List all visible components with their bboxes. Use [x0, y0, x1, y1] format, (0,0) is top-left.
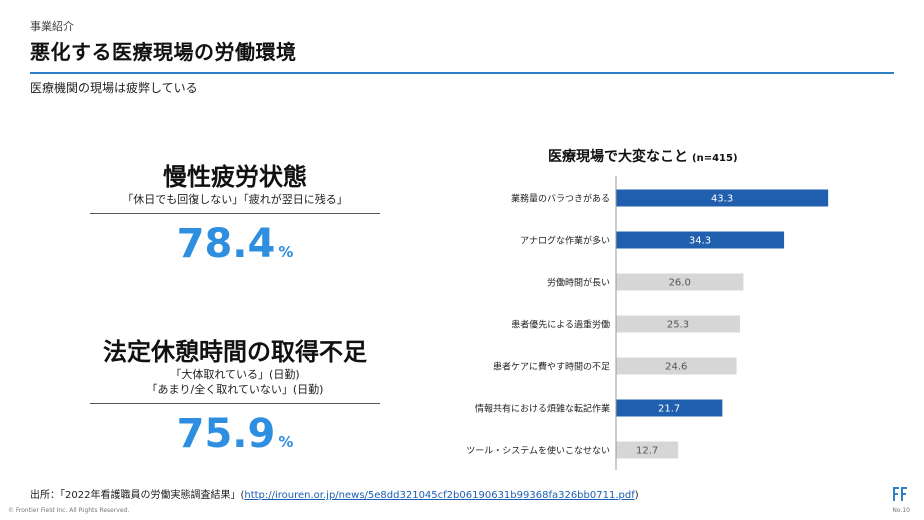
stat-break-shortage: 法定休憩時間の取得不足 「大体取れている」(日勤) 「あまり/全く取れていない」… [90, 337, 380, 456]
stat-unit: % [278, 433, 294, 451]
source-link[interactable]: http://irouren.or.jp/news/5e8dd321045cf2… [244, 490, 635, 501]
bar-value-label: 24.6 [665, 362, 687, 373]
stat-title: 慢性疲労状態 [163, 163, 307, 191]
page-subtitle: 医療機関の現場は疲弊している [30, 81, 198, 95]
stat-note: 「休日でも回復しない」「疲れが翌日に残る」 [122, 193, 348, 206]
category-label: ツール・システムを使いこなせない [466, 445, 610, 457]
source-prefix: 出所：「2022年看護職員の労働実態調査結果」( [30, 490, 245, 501]
stat-number: 78.4 [176, 221, 276, 267]
stat-chronic-fatigue: 慢性疲労状態 「休日でも回復しない」「疲れが翌日に残る」 78.4% [90, 162, 380, 266]
chart-sample-size: (n=415) [692, 153, 738, 164]
bar [616, 189, 829, 207]
copyright: © Frontier Field Inc. All Rights Reserve… [8, 507, 130, 514]
stat-value: 78.4% [90, 222, 380, 266]
section-label: 事業紹介 [30, 20, 74, 33]
bar [616, 441, 679, 459]
page-title: 悪化する医療現場の労働環境 [30, 40, 297, 64]
company-logo-icon [893, 487, 907, 501]
bar [616, 357, 737, 375]
category-label: 患者ケアに費やす時間の不足 [493, 361, 610, 373]
chart-title-text: 医療現場で大変なこと [548, 149, 688, 165]
category-label: 業務量のバラつきがある [511, 193, 610, 205]
category-label: 患者優先による過重労働 [511, 319, 610, 331]
bar-value-label: 34.3 [689, 236, 711, 247]
bar [616, 273, 744, 291]
bar-value-label: 26.0 [669, 278, 691, 289]
bar [616, 315, 740, 333]
bar [616, 231, 785, 249]
page-number: No.10 [892, 507, 910, 514]
bar-value-label: 25.3 [667, 320, 689, 331]
category-label: 労働時間が長い [547, 277, 610, 289]
stat-note: 「あまり/全く取れていない」(日勤) [146, 383, 324, 396]
title-underline [30, 72, 894, 74]
source-note: 出所：「2022年看護職員の労働実態調査結果」(http://irouren.o… [30, 486, 639, 501]
chart-title: 医療現場で大変なこと (n=415) [548, 146, 738, 166]
category-label: 情報共有における煩雑な転記作業 [475, 403, 610, 415]
stat-divider [90, 213, 380, 214]
bar-value-label: 12.7 [636, 446, 658, 457]
stat-note: 「大体取れている」(日勤) [170, 368, 300, 381]
source-suffix: ) [634, 490, 639, 501]
stat-value: 75.9% [90, 412, 380, 456]
bar [616, 399, 723, 417]
bar-chart: 業務量のバラつきがある 43.3 アナログな作業が多い 34.3 労働時間が長い 26.0… [466, 176, 829, 470]
stat-divider [90, 403, 380, 404]
stat-number: 75.9 [176, 411, 276, 457]
bar-value-label: 21.7 [658, 404, 680, 415]
stat-title: 法定休憩時間の取得不足 [103, 338, 367, 366]
stat-unit: % [278, 243, 294, 261]
bar-value-label: 43.3 [711, 194, 733, 205]
category-label: アナログな作業が多い [520, 235, 610, 247]
